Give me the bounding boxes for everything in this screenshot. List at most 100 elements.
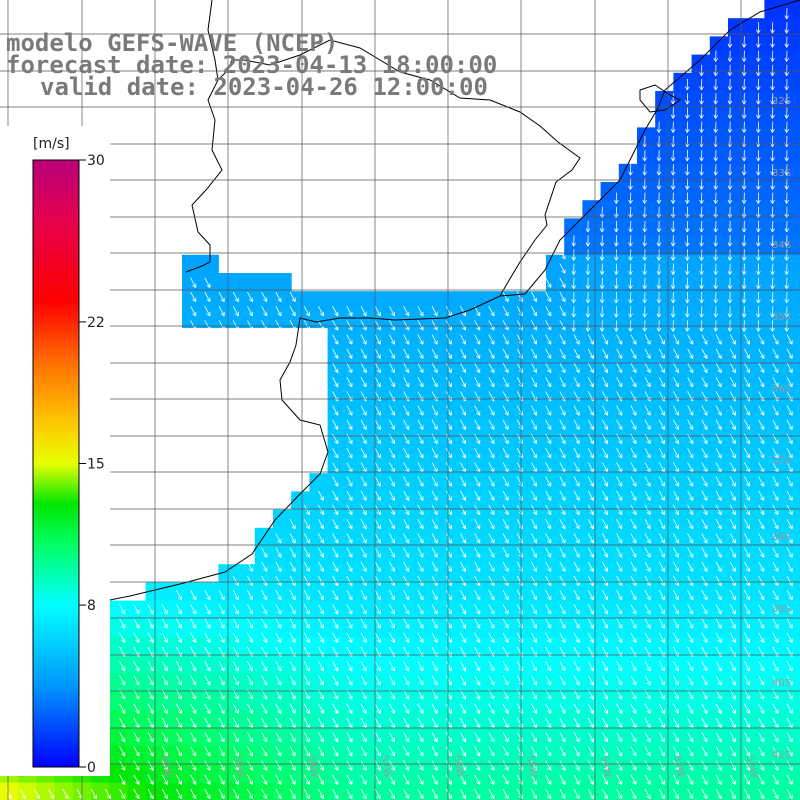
wind-arrow [587, 476, 594, 487]
wind-cell [473, 309, 492, 329]
wind-arrow [772, 419, 779, 430]
wind-arrow [602, 433, 608, 445]
wind-cell [364, 600, 383, 620]
wind-arrow [715, 575, 722, 587]
wind-arrow [289, 732, 296, 743]
wind-arrow [417, 448, 424, 459]
wind-cell [364, 291, 383, 310]
wind-arrow [741, 164, 747, 176]
wind-arrow [346, 362, 353, 374]
wind-arrow [644, 405, 651, 416]
wind-cell [291, 655, 310, 674]
wind-cell [327, 327, 347, 347]
wind-arrow [488, 604, 495, 615]
wind-cell [691, 455, 711, 474]
wind-cell [637, 637, 656, 656]
wind-arrow [658, 604, 665, 615]
wind-arrow [772, 661, 779, 672]
wind-arrow [559, 306, 566, 317]
wind-arrow [715, 348, 722, 359]
wind-arrow [232, 320, 239, 331]
wind-arrow [502, 419, 509, 430]
wind-arrow [744, 661, 750, 672]
wind-arrow [460, 334, 467, 345]
wind-arrow [573, 703, 580, 714]
wind-arrow [687, 377, 694, 388]
wind-arrow [602, 362, 608, 374]
wind-cell [728, 691, 747, 711]
wind-cell [509, 673, 529, 693]
wind-arrow [261, 632, 268, 643]
wind-arrow [756, 78, 761, 91]
wind-arrow [758, 590, 765, 601]
wind-cell [273, 564, 292, 583]
wind-cell [746, 236, 765, 256]
wind-arrow [616, 590, 623, 601]
wind-cell [582, 418, 602, 438]
wind-cell [364, 546, 383, 565]
wind-cell [254, 691, 274, 711]
wind-cell [637, 145, 656, 165]
wind-arrow [247, 746, 254, 757]
wind-arrow [218, 604, 225, 615]
wind-arrow [756, 107, 761, 119]
wind-arrow [685, 192, 690, 204]
wind-cell [764, 436, 784, 456]
wind-arrow [616, 746, 623, 757]
wind-arrow [403, 448, 410, 459]
wind-arrow [701, 348, 708, 359]
wind-arrow [559, 277, 566, 288]
wind-arrow [403, 476, 410, 487]
wind-cell [582, 455, 602, 474]
wind-arrow [346, 661, 353, 672]
wind-cell [455, 637, 474, 656]
wind-arrow [488, 746, 495, 757]
wind-cell [655, 273, 674, 292]
wind-arrow [587, 661, 594, 672]
wind-cell [655, 382, 674, 401]
wind-arrow [332, 490, 339, 501]
wind-arrow [630, 774, 637, 785]
wind-cell [418, 673, 438, 693]
wind-arrow [616, 348, 623, 359]
wind-cell [691, 182, 711, 201]
wind-cell [163, 673, 183, 693]
wind-arrow [644, 362, 651, 374]
wind-arrow [474, 632, 481, 643]
wind-arrow [502, 703, 509, 714]
wind-arrow [670, 192, 676, 204]
wind-arrow [360, 490, 367, 501]
wind-arrow [161, 746, 168, 757]
wind-cell [109, 728, 128, 747]
wind-arrow [670, 121, 676, 133]
wind-cell [455, 491, 474, 511]
wind-cell [600, 455, 620, 474]
wind-cell [236, 273, 256, 292]
wind-arrow [403, 547, 410, 558]
wind-cell [345, 709, 365, 729]
wind-arrow [275, 320, 282, 331]
wind-arrow [488, 348, 495, 359]
wind-cell [345, 673, 365, 693]
wind-cell [91, 782, 110, 800]
wind-arrow [531, 788, 537, 800]
wind-arrow [587, 618, 594, 629]
wind-cell [728, 109, 747, 128]
wind-arrow [673, 348, 679, 359]
wind-cell [709, 182, 729, 201]
colorbar-tick-label: 30 [87, 153, 105, 169]
wind-cell [327, 345, 347, 365]
wind-cell [728, 400, 747, 420]
wind-arrow [360, 334, 367, 345]
wind-arrow [616, 504, 623, 516]
wind-arrow [318, 604, 325, 615]
wind-cell [491, 600, 511, 620]
wind-cell [491, 491, 511, 511]
wind-arrow [713, 306, 719, 318]
wind-arrow [658, 675, 665, 686]
wind-arrow [758, 604, 765, 615]
wind-arrow [687, 362, 694, 374]
wind-arrow [176, 661, 183, 672]
wind-arrow [673, 732, 679, 743]
wind-cell [382, 564, 401, 583]
